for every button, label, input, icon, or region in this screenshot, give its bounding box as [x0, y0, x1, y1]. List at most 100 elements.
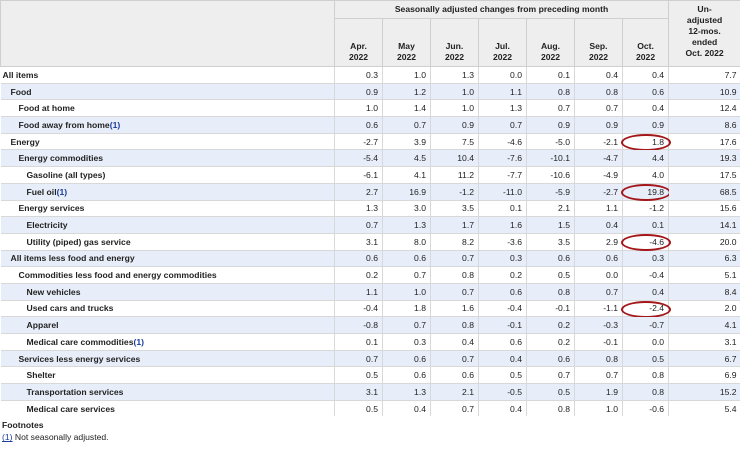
value-cell: 1.8: [621, 132, 672, 151]
row-label-text: Energy: [10, 136, 40, 147]
value-cell: 0.9: [621, 116, 669, 134]
value-cell: 0.9: [574, 116, 623, 134]
value-cell: 0.4: [478, 399, 527, 417]
value-cell: 0.7: [382, 116, 431, 134]
row-label-text: All items: [2, 69, 39, 80]
value-cell: 0.7: [478, 116, 527, 134]
value-cell: 0.8: [574, 82, 623, 100]
header-line: Oct.: [637, 41, 654, 51]
value-cell: 17.5: [668, 166, 740, 184]
row-label: Utility (piped) gas service: [0, 232, 335, 251]
value-cell: -2.1: [574, 132, 623, 150]
value-cell: 0.7: [430, 249, 479, 267]
value-cell: 0.6: [382, 249, 431, 267]
table-row: Medical care services 0.5 0.4 0.7 0.4 0.8 1.0-…: [0, 399, 740, 417]
value-cell: 0.1: [526, 66, 575, 84]
group-header: Seasonally adjusted changes from precedi…: [333, 0, 670, 19]
value-cell: -0.4: [334, 299, 383, 317]
row-label-text: Shelter: [26, 370, 56, 381]
row-label: Used cars and trucks: [0, 299, 335, 317]
footnote-link[interactable]: (1): [56, 186, 68, 197]
column-header: Jun. 2022: [430, 18, 479, 67]
value-cell: 0.9: [526, 116, 575, 134]
value-cell: 4.1: [668, 316, 740, 334]
table-row: New vehicles 1.1 1.0 0.7 0.6 0.8 0.7 0.4 8.4: [0, 282, 740, 301]
value-cell: 3.9: [382, 132, 431, 150]
value-cell: 0.6: [334, 249, 383, 267]
value-cell: 0.5: [621, 349, 669, 367]
value-cell: 1.0: [382, 66, 431, 84]
column-header: Sep. 2022: [574, 18, 623, 67]
row-label-text: Medical care commodities: [26, 336, 134, 347]
value-cell: -0.6: [621, 399, 669, 417]
value-cell: -3.6: [478, 232, 527, 251]
footnote-link[interactable]: (1): [109, 119, 121, 130]
row-label-text: Commodities less food and energy commodi…: [18, 270, 217, 281]
value-cell: 0.8: [526, 82, 575, 100]
value-cell: 7.7: [668, 66, 740, 84]
row-label: Electricity: [0, 216, 335, 234]
value-cell: 0.4: [382, 399, 431, 417]
value-cell: 0.7: [574, 282, 623, 301]
header-line: 2022: [396, 52, 417, 62]
value-cell: -6.1: [334, 166, 383, 184]
value-cell: 1.3: [478, 99, 527, 117]
value-cell: 2.0: [668, 299, 740, 317]
value-cell: 1.6: [478, 216, 527, 234]
row-label: Medical care commodities(1): [0, 333, 335, 351]
highlight-ring: [621, 133, 672, 151]
footnote-list: (1) Not seasonally adjusted.: [2, 431, 738, 443]
value-cell: -0.7: [621, 316, 669, 334]
value-cell: 0.2: [478, 266, 527, 284]
value-cell: 0.7: [430, 282, 479, 301]
row-label-text: Fuel oil: [26, 186, 57, 197]
value-cell: 19.8: [621, 182, 672, 201]
value-cell: 0.5: [334, 366, 383, 384]
value-cell: 0.0: [621, 333, 669, 351]
value-cell: -5.9: [526, 182, 575, 200]
header-line: Apr.: [350, 41, 367, 51]
value-cell: 0.4: [574, 66, 623, 84]
value-cell: 1.8: [382, 299, 431, 317]
value-cell: 68.5: [668, 182, 740, 200]
cpi-table: Seasonally adjusted changes from precedi…: [0, 0, 740, 417]
value-cell: 0.7: [526, 366, 575, 384]
value-cell: 1.0: [574, 399, 623, 417]
value-cell: 1.3: [334, 199, 383, 217]
value-cell: 6.3: [668, 249, 740, 267]
header-line: ended: [691, 37, 718, 47]
value-cell: 3.1: [334, 232, 383, 251]
row-label: All items: [0, 66, 335, 84]
value-cell: 4.0: [621, 166, 669, 184]
value-cell: 0.3: [382, 333, 431, 351]
value-cell: -0.3: [574, 316, 623, 334]
value-cell: -4.9: [574, 166, 623, 184]
value-cell: 1.1: [478, 82, 527, 100]
value-cell: 0.4: [478, 349, 527, 367]
header-line: Jul.: [495, 41, 510, 51]
value-cell: -7.7: [478, 166, 527, 184]
row-label: All items less food and energy: [0, 249, 335, 267]
value-cell: 1.0: [334, 99, 383, 117]
value-cell: 0.8: [526, 399, 575, 417]
value-cell: 7.5: [430, 132, 479, 150]
footnote-ref[interactable]: (1): [2, 432, 13, 443]
header-line: adjusted: [686, 15, 723, 25]
row-label-text: All items less food and energy: [10, 253, 135, 264]
value-cell: 11.2: [430, 166, 479, 184]
table-row: Medical care commodities(1) 0.1 0.3 0.4 0.6 0…: [0, 333, 740, 351]
value-cell: 0.5: [526, 266, 575, 284]
column-header: May 2022: [382, 18, 431, 67]
table-body: All items 0.3 1.0 1.3 0.0 0.1 0.4 0.4 7.7 Food 0.9…: [0, 66, 740, 417]
footnote-link[interactable]: (1): [133, 336, 145, 347]
row-label-text: Electricity: [26, 220, 68, 231]
value-cell: 0.1: [621, 216, 669, 234]
row-label: Apparel: [0, 316, 335, 334]
value-cell: -0.4: [478, 299, 527, 317]
value-cell: -0.1: [526, 299, 575, 317]
value-cell: 19.3: [668, 149, 740, 167]
value-cell: 0.6: [478, 282, 527, 301]
row-label-text: Food: [10, 86, 32, 97]
table-row: Energy commodities -5.4 4.5 10.4 -7.6 -10.1 -4…: [0, 149, 740, 167]
